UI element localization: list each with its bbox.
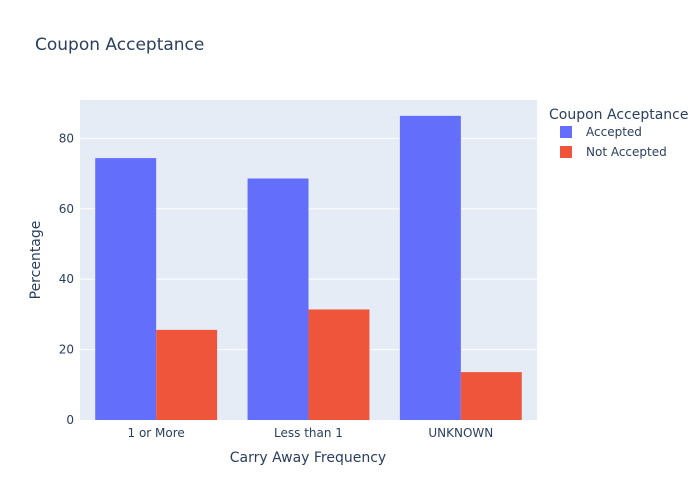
legend[interactable]: Coupon Acceptance Accepted Not Accepted (549, 107, 688, 159)
x-tick-label: Less than 1 (274, 426, 343, 440)
chart-title: Coupon Acceptance (35, 35, 204, 55)
legend-title: Coupon Acceptance (549, 107, 688, 123)
legend-label: Not Accepted (586, 145, 667, 159)
legend-label: Accepted (586, 125, 642, 139)
y-tick-label: 20 (59, 343, 74, 357)
legend-swatch (560, 126, 572, 138)
bar-not-accepted[interactable] (460, 372, 522, 420)
legend-item[interactable]: Not Accepted (560, 145, 667, 159)
legend-item[interactable]: Accepted (560, 125, 642, 139)
y-tick-label: 60 (59, 202, 74, 216)
bar-accepted[interactable] (399, 115, 461, 420)
legend-swatch (560, 146, 572, 158)
y-axis-title: Percentage (28, 221, 44, 300)
y-axis-ticks: 0 20 40 60 80 (59, 131, 74, 427)
bars (95, 115, 522, 420)
x-tick-label: 1 or More (128, 426, 185, 440)
bar-not-accepted[interactable] (308, 309, 370, 420)
bar-not-accepted[interactable] (156, 329, 218, 420)
x-axis-ticks: 1 or More Less than 1 UNKNOWN (128, 426, 494, 440)
y-tick-label: 0 (66, 413, 74, 427)
x-axis-title: Carry Away Frequency (230, 450, 386, 466)
x-tick-label: UNKNOWN (428, 426, 493, 440)
bar-accepted[interactable] (95, 158, 157, 420)
bar-accepted[interactable] (247, 178, 309, 420)
y-tick-label: 80 (59, 131, 74, 145)
y-tick-label: 40 (59, 272, 74, 286)
legend-items[interactable]: Accepted Not Accepted (560, 125, 667, 159)
